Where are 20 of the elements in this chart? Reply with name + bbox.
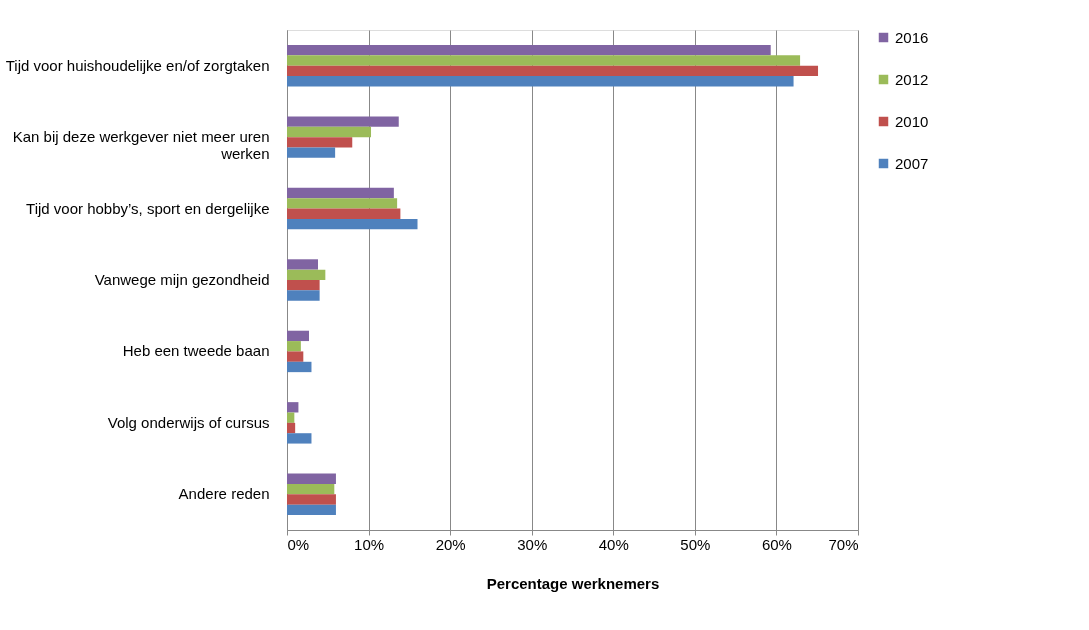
x-tick-label: 0% — [287, 535, 310, 553]
y-tick-label: Heb een tweede baan — [122, 342, 270, 360]
legend-label: 2010 — [895, 112, 929, 130]
legend-label: 2012 — [895, 70, 929, 88]
y-tick-label: Tijd voor hobby’s, sport en dergelijke — [26, 199, 270, 217]
x-axis-title: Percentage werknemers — [486, 574, 660, 592]
x-tick-label: 60% — [761, 535, 792, 553]
x-tick-label: 30% — [517, 535, 548, 553]
y-tick-label: Volg onderwijs of cursus — [107, 413, 270, 431]
legend-label: 2016 — [895, 28, 929, 46]
x-tick-label: 50% — [680, 535, 711, 553]
y-tick-label: Tijd voor huishoudelijke en/of zorgtaken — [5, 56, 270, 74]
y-tick-label: Kan bij deze werkgever niet meer uren werken — [12, 128, 270, 163]
x-tick-label: 20% — [435, 535, 466, 553]
x-tick-label: 40% — [598, 535, 629, 553]
y-tick-label: Vanwege mijn gezondheid — [94, 271, 270, 288]
x-tick-label: 10% — [354, 535, 385, 553]
legend-label: 2007 — [895, 154, 929, 172]
x-tick-label: 70% — [828, 535, 859, 553]
y-tick-label: Andere reden — [178, 485, 270, 503]
